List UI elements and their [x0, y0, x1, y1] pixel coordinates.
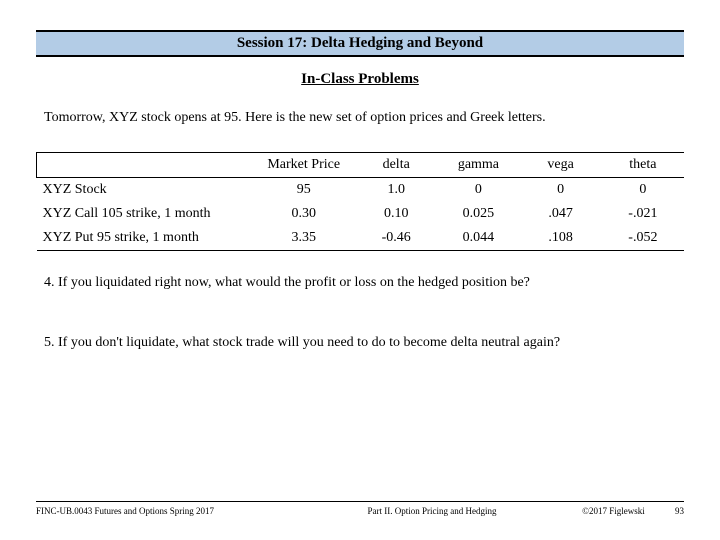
footer-right: ©2017 Figlewski 93 — [564, 506, 684, 516]
row-label: XYZ Put 95 strike, 1 month — [37, 226, 253, 251]
cell-vega: .047 — [520, 202, 602, 226]
cell-mp: 95 — [252, 178, 355, 203]
intro-text: Tomorrow, XYZ stock opens at 95. Here is… — [44, 110, 684, 126]
header-blank — [37, 153, 253, 178]
question-4: 4. If you liquidated right now, what wou… — [44, 275, 684, 291]
header-gamma: gamma — [437, 153, 519, 178]
greeks-table: Market Price delta gamma vega theta XYZ … — [36, 152, 684, 251]
cell-theta: 0 — [602, 178, 684, 203]
cell-theta: -.021 — [602, 202, 684, 226]
footer-center: Part II. Option Pricing and Hedging — [300, 506, 564, 516]
cell-vega: .108 — [520, 226, 602, 251]
footer-left: FINC-UB.0043 Futures and Options Spring … — [36, 506, 300, 516]
question-5: 5. If you don't liquidate, what stock tr… — [44, 335, 684, 351]
cell-mp: 0.30 — [252, 202, 355, 226]
row-label: XYZ Stock — [37, 178, 253, 203]
slide-footer: FINC-UB.0043 Futures and Options Spring … — [36, 501, 684, 516]
cell-vega: 0 — [520, 178, 602, 203]
table-row: XYZ Put 95 strike, 1 month 3.35 -0.46 0.… — [37, 226, 685, 251]
header-delta: delta — [355, 153, 437, 178]
cell-gamma: 0.025 — [437, 202, 519, 226]
cell-gamma: 0.044 — [437, 226, 519, 251]
footer-page-number: 93 — [675, 506, 684, 516]
table-header-row: Market Price delta gamma vega theta — [37, 153, 685, 178]
cell-delta: 1.0 — [355, 178, 437, 203]
cell-delta: 0.10 — [355, 202, 437, 226]
session-title-bar: Session 17: Delta Hedging and Beyond — [36, 30, 684, 57]
table-row: XYZ Call 105 strike, 1 month 0.30 0.10 0… — [37, 202, 685, 226]
header-theta: theta — [602, 153, 684, 178]
table-row: XYZ Stock 95 1.0 0 0 0 — [37, 178, 685, 203]
cell-theta: -.052 — [602, 226, 684, 251]
footer-copyright: ©2017 Figlewski — [582, 506, 645, 516]
subtitle: In-Class Problems — [36, 71, 684, 88]
cell-gamma: 0 — [437, 178, 519, 203]
row-label: XYZ Call 105 strike, 1 month — [37, 202, 253, 226]
header-market-price: Market Price — [252, 153, 355, 178]
header-vega: vega — [520, 153, 602, 178]
cell-delta: -0.46 — [355, 226, 437, 251]
cell-mp: 3.35 — [252, 226, 355, 251]
